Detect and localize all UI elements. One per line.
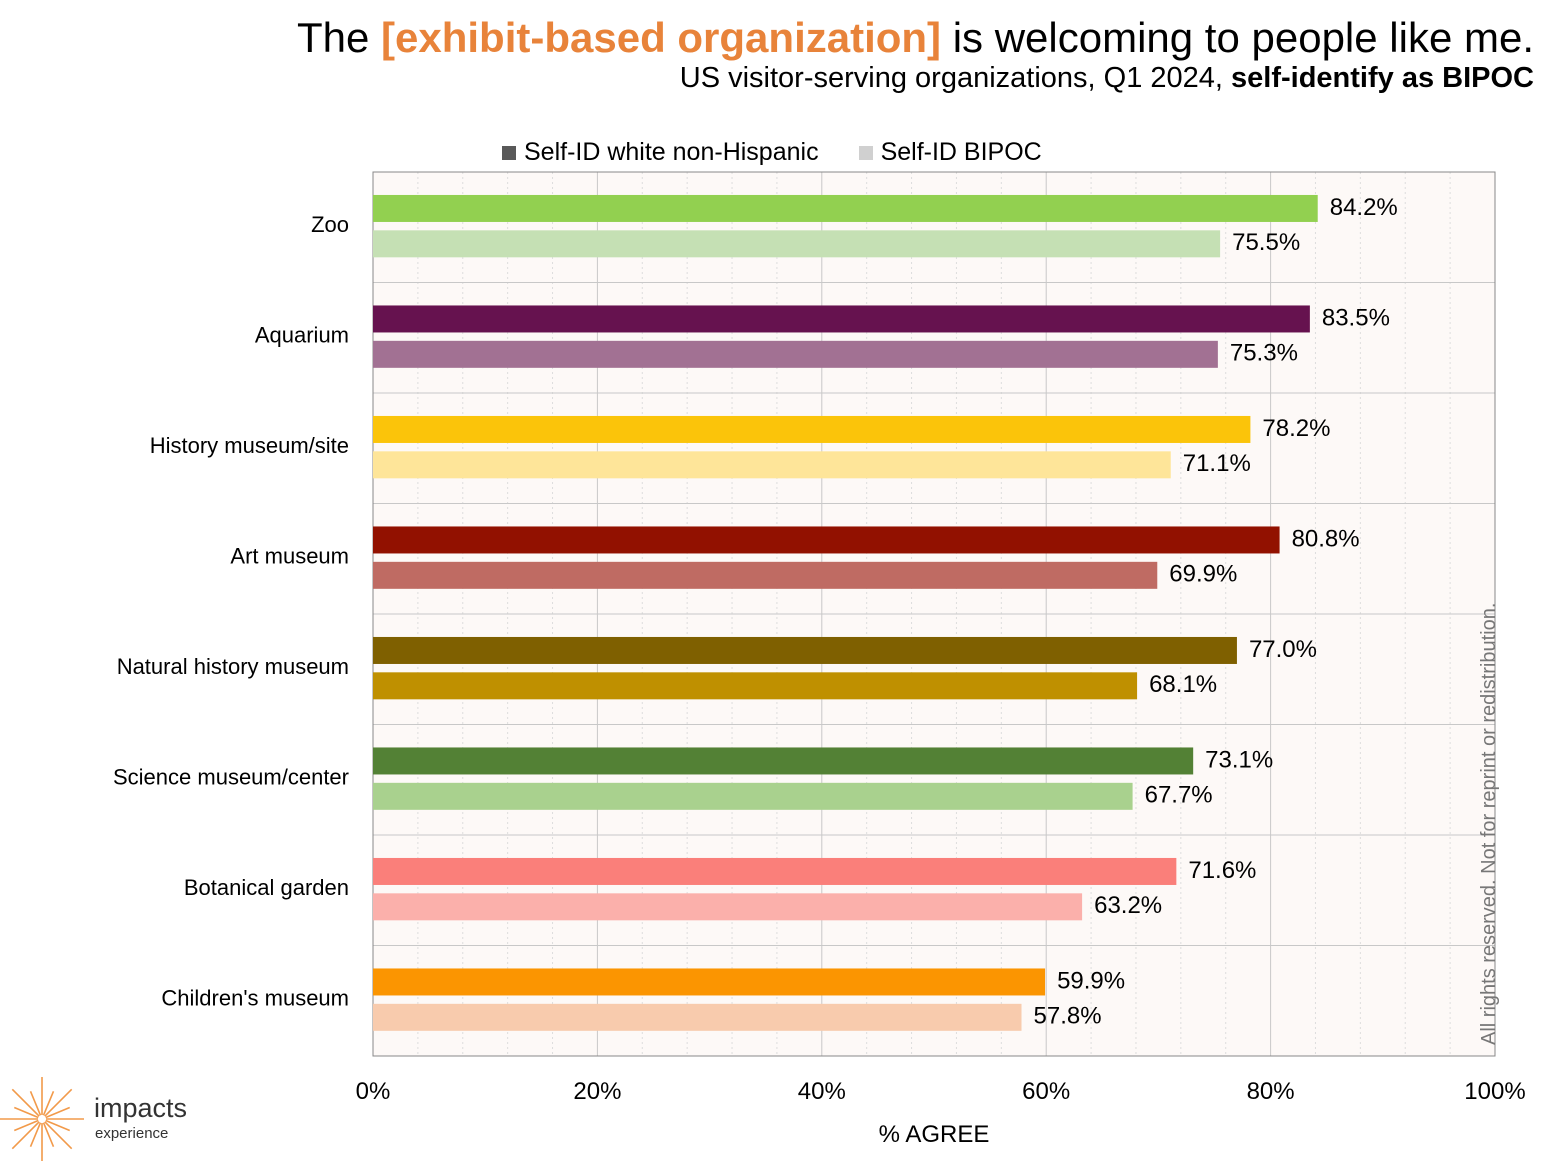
logo-sub: experience [95,1125,169,1142]
logo-word: impacts [94,1093,188,1123]
x-tick-label: 60% [1022,1078,1070,1105]
bar-value-label: 73.1% [1205,746,1273,773]
bar [373,857,1177,885]
bar-value-label: 75.3% [1230,340,1298,367]
legend-label-bipoc: Self-ID BIPOC [880,138,1042,166]
bar-value-label: 84.2% [1330,194,1398,221]
bar [373,636,1237,664]
category-label: Natural history museum [117,654,349,679]
bar-value-label: 59.9% [1057,967,1125,994]
bar [373,340,1218,368]
bar [373,893,1083,921]
x-tick-label: 20% [573,1078,621,1105]
bar [373,747,1194,775]
plot-frame [372,171,1496,1057]
legend: Self-ID white non-Hispanic Self-ID BIPOC [502,138,1042,167]
chart-subtitle: US visitor-serving organizations, Q1 202… [680,62,1534,95]
legend-swatch-white [502,145,516,160]
subtitle-bold: self-identify as BIPOC [1231,62,1534,94]
bar-value-label: 57.8% [1034,1003,1102,1030]
legend-label-white: Self-ID white non-Hispanic [524,138,819,166]
chart-title: The [exhibit-based organization] is welc… [297,14,1534,62]
title-highlight: [exhibit-based organization] [381,14,942,61]
bar [373,230,1221,258]
bar-value-label: 68.1% [1149,671,1217,698]
bar [373,415,1251,443]
rights-notice: All rights reserved. Not for reprint or … [1478,602,1500,1045]
legend-item-white: Self-ID white non-Hispanic [502,138,819,167]
bar-value-label: 78.2% [1262,415,1330,442]
bar-value-label: 71.1% [1183,450,1251,477]
category-label: Art museum [230,543,349,568]
bar-value-label: 83.5% [1322,304,1390,331]
x-tick-label: 100% [1464,1078,1525,1105]
bar [373,194,1318,222]
bar [373,782,1133,810]
x-axis-title: % AGREE [879,1121,990,1148]
bar-value-label: 75.5% [1232,229,1300,256]
subtitle-plain: US visitor-serving organizations, Q1 202… [679,62,1232,94]
sunburst-logo-icon [0,1077,84,1161]
bar [373,1003,1022,1031]
category-label: Aquarium [255,322,349,347]
category-label: History museum/site [150,433,349,458]
impacts-logo: impacts experience [0,1075,220,1163]
bar-value-label: 71.6% [1188,857,1256,884]
bar-value-label: 67.7% [1145,782,1213,809]
bar-value-label: 69.9% [1169,561,1237,588]
bar-value-label: 80.8% [1292,525,1360,552]
bar [373,305,1310,333]
category-label: Science museum/center [113,764,349,789]
bar [373,672,1138,700]
category-label: Zoo [311,212,349,237]
x-tick-label: 40% [798,1078,846,1105]
bar [373,526,1280,554]
legend-swatch-bipoc [858,145,873,160]
category-label: Children's museum [161,985,349,1010]
x-tick-label: 80% [1247,1078,1295,1105]
title-suffix: is welcoming to people like me. [941,14,1534,61]
x-tick-label: 0% [356,1078,391,1105]
title-prefix: The [296,14,382,61]
bar [373,968,1046,996]
category-label: Botanical garden [184,875,349,900]
legend-item-bipoc: Self-ID BIPOC [858,138,1042,167]
bar-value-label: 77.0% [1249,636,1317,663]
bar-value-label: 63.2% [1094,892,1162,919]
bar [373,451,1171,479]
bar [373,561,1158,589]
